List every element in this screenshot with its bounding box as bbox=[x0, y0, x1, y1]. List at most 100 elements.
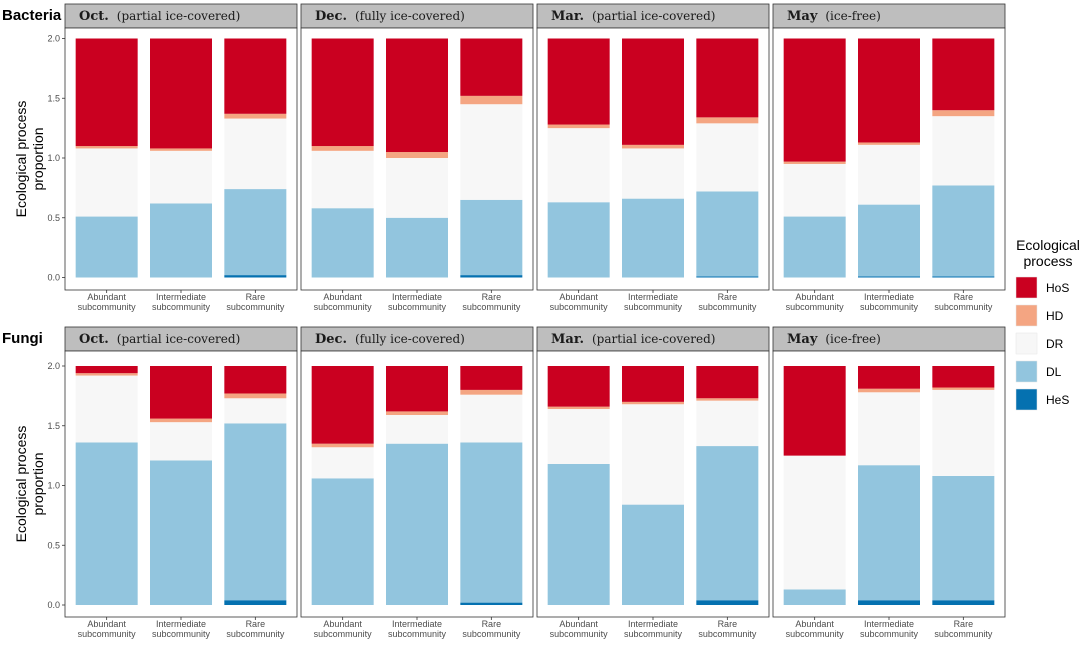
x-category-label: Rare subcommunity bbox=[934, 619, 993, 639]
strip-month: Oct. bbox=[79, 332, 109, 347]
x-category-label: Abundant subcommunity bbox=[314, 292, 373, 312]
bar-segment-dl bbox=[460, 199, 523, 276]
bar-segment-hos bbox=[224, 38, 287, 114]
x-category-line1: Intermediate bbox=[628, 292, 678, 302]
legend-title-line1: Ecological bbox=[1016, 237, 1080, 253]
bar-segment-dl bbox=[696, 446, 759, 601]
bar-segment-dl bbox=[547, 202, 610, 278]
x-category-line2: subcommunity bbox=[860, 302, 919, 312]
bar-segment-dl bbox=[150, 203, 212, 278]
x-category-line2: subcommunity bbox=[550, 302, 609, 312]
bar-segment-dr bbox=[622, 148, 684, 199]
strip-condition: (partial ice-covered) bbox=[592, 9, 715, 23]
strip-condition: (ice-free) bbox=[825, 332, 880, 346]
bar-segment-hd bbox=[75, 146, 138, 149]
x-category-line2: subcommunity bbox=[786, 629, 845, 639]
x-category-label: Rare subcommunity bbox=[462, 292, 521, 312]
x-category-line2: subcommunity bbox=[388, 629, 447, 639]
x-category-line1: Intermediate bbox=[156, 619, 206, 629]
x-category-label: Abundant subcommunity bbox=[314, 619, 373, 639]
bar-segment-hes bbox=[932, 276, 995, 278]
x-category-line1: Rare bbox=[482, 619, 502, 629]
bar-segment-dr bbox=[460, 394, 523, 443]
bar-segment-dl bbox=[547, 463, 610, 605]
bar-segment-hd bbox=[547, 406, 610, 410]
bar-segment-dr bbox=[858, 392, 920, 466]
bar-segment-dl bbox=[75, 442, 138, 605]
bar-segment-hos bbox=[932, 366, 995, 388]
bar-segment-hos bbox=[783, 366, 846, 456]
bar-segment-hd bbox=[311, 146, 374, 151]
x-category-line2: subcommunity bbox=[624, 302, 683, 312]
bar-segment-dr bbox=[386, 414, 448, 444]
x-category-line1: Abundant bbox=[87, 292, 126, 302]
panel-strip bbox=[300, 3, 534, 29]
bar-segment-dl bbox=[858, 204, 920, 277]
x-category-label: Abundant subcommunity bbox=[786, 619, 845, 639]
x-category-label: Rare subcommunity bbox=[226, 619, 285, 639]
strip-month: Dec. bbox=[315, 332, 347, 347]
x-category-line1: Intermediate bbox=[392, 292, 442, 302]
x-category-label: Intermediate subcommunity bbox=[388, 619, 447, 639]
bar-segment-hos bbox=[75, 38, 138, 147]
legend-swatch-hd bbox=[1015, 304, 1038, 327]
y-axis-label-0: Ecological processproportion bbox=[13, 101, 46, 218]
legend-swatch-hes bbox=[1015, 388, 1038, 411]
bar-segment-dr bbox=[932, 116, 995, 186]
bar-segment-hos bbox=[311, 38, 374, 147]
bar-segment-dr bbox=[224, 118, 287, 190]
x-category-label: Abundant subcommunity bbox=[78, 619, 137, 639]
bar-segment-hd bbox=[224, 113, 287, 119]
bar-segment-hd bbox=[386, 152, 448, 158]
x-category-line1: Abundant bbox=[795, 619, 834, 629]
strip-month: Mar. bbox=[551, 9, 584, 24]
bar-segment-dr bbox=[696, 123, 759, 192]
bar-segment-hos bbox=[75, 366, 138, 374]
x-category-label: Intermediate subcommunity bbox=[624, 619, 683, 639]
strip-month: Mar. bbox=[551, 332, 584, 347]
bar-segment-hd bbox=[311, 443, 374, 448]
panel-border bbox=[300, 350, 534, 618]
panel-strip-title: May (ice-free) bbox=[787, 332, 881, 347]
bar-segment-hos bbox=[460, 366, 523, 390]
y-tick-label: 2.0 bbox=[47, 34, 60, 44]
bar-segment-hos bbox=[783, 38, 846, 162]
y-axis-label-line2: proportion bbox=[30, 127, 46, 190]
x-category-line2: subcommunity bbox=[314, 302, 373, 312]
y-axis-label-line1: Ecological process bbox=[13, 101, 29, 218]
bar-segment-hd bbox=[696, 117, 759, 124]
bar-segment-hes bbox=[224, 600, 287, 605]
x-category-line1: Abundant bbox=[323, 619, 362, 629]
bar-segment-dr bbox=[460, 104, 523, 200]
x-category-line1: Abundant bbox=[795, 292, 834, 302]
strip-month: Dec. bbox=[315, 9, 347, 24]
legend-title: Ecological process bbox=[1016, 237, 1080, 269]
bar-segment-hos bbox=[150, 366, 212, 419]
bar-segment-dr bbox=[224, 398, 287, 424]
bar-segment-dr bbox=[386, 158, 448, 218]
strip-condition: (fully ice-covered) bbox=[355, 332, 465, 346]
panel-strip-title: Mar. (partial ice-covered) bbox=[551, 332, 715, 347]
bar-segment-hes bbox=[460, 602, 523, 605]
y-tick-label: 2.0 bbox=[47, 361, 60, 371]
bar-segment-hd bbox=[932, 110, 995, 117]
bar-segment-hes bbox=[858, 276, 920, 278]
bar-segment-hd bbox=[460, 389, 523, 395]
bar-segment-hd bbox=[858, 388, 920, 393]
bar-segment-hd bbox=[224, 393, 287, 399]
bar-segment-dl bbox=[150, 460, 212, 605]
x-category-label: Intermediate subcommunity bbox=[860, 619, 919, 639]
bar-segment-dl bbox=[783, 216, 846, 278]
bar-segment-dl bbox=[622, 198, 684, 278]
x-category-line2: subcommunity bbox=[152, 629, 211, 639]
bar-segment-hos bbox=[696, 366, 759, 399]
y-axis-label-line1: Ecological process bbox=[13, 426, 29, 543]
bar-segment-dr bbox=[622, 404, 684, 505]
x-category-line1: Rare bbox=[954, 292, 974, 302]
bar-segment-dr bbox=[75, 148, 138, 217]
row-title-1: Fungi bbox=[2, 330, 43, 347]
bar-segment-hos bbox=[150, 38, 212, 149]
x-category-label: Rare subcommunity bbox=[462, 619, 521, 639]
bar-segment-dl bbox=[311, 208, 374, 278]
y-tick-label: 0.0 bbox=[47, 273, 60, 283]
